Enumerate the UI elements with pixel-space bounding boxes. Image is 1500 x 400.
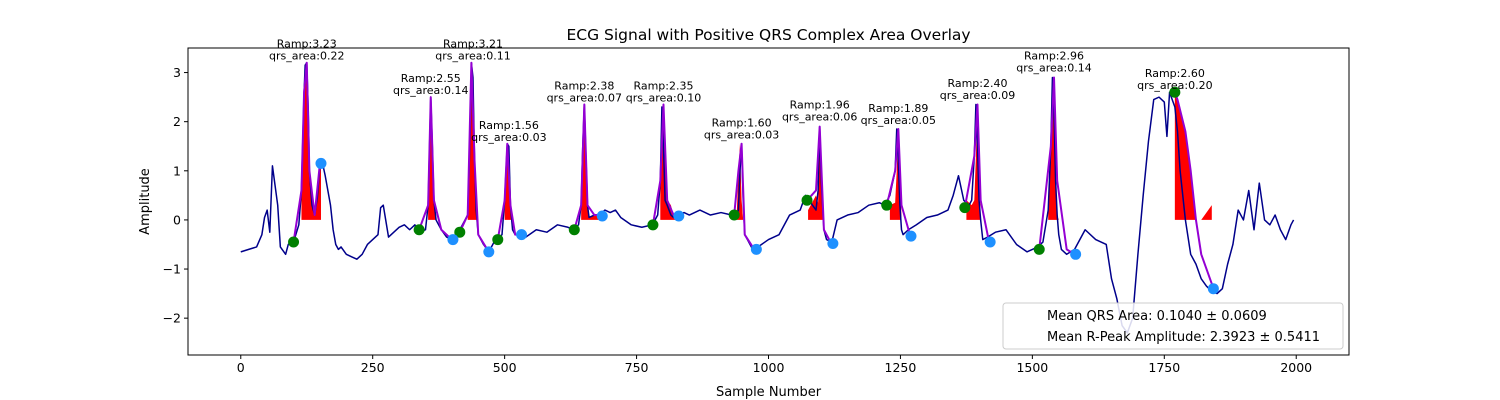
x-axis-title: Sample Number [716,385,822,400]
annotation-qrs-area-10: qrs_area:0.09 [940,89,1015,102]
x-tick-label-0: 0 [237,360,245,375]
x-tick-label-250: 250 [361,360,385,375]
q-point-8 [801,194,813,206]
annotation-ramp-12: Ramp:2.60 [1145,67,1205,80]
annotation-ramp-1: Ramp:3.23 [277,38,337,51]
q-point-9 [881,199,893,211]
annotation-qrs-area-5: qrs_area:0.07 [547,91,622,104]
s-point-5 [596,210,608,222]
ecg-signal-line [240,61,1295,334]
q-point-11 [1033,243,1045,255]
s-point-11 [1070,248,1082,260]
qrs-segment-10 [963,103,991,243]
legend: Mean QRS Area: 0.1040 ± 0.0609 Mean R-Pe… [1002,302,1344,350]
q-point-7 [728,209,740,221]
annotation-qrs-area-6: qrs_area:0.10 [626,91,701,104]
qrs-area-fill-5 [581,104,600,220]
chart-title: ECG Signal with Positive QRS Complex Are… [566,26,970,44]
y-tick-label-3: 1 [173,163,181,178]
qrs-segment-3 [458,61,490,253]
y-tick-label-1: −1 [163,262,181,277]
annotation-qrs-area-11: qrs_area:0.14 [1016,62,1091,75]
q-point-6 [647,219,659,231]
s-point-1 [315,157,327,169]
q-point-10 [959,202,971,214]
s-point-9 [905,230,917,242]
legend-box [1002,302,1344,350]
s-point-12 [1207,283,1219,295]
s-point-6 [673,210,685,222]
y-axis-title: Amplitude [138,168,153,235]
qrs-segment-9 [885,128,911,235]
s-point-4 [516,229,528,241]
annotation-qrs-area-7: qrs_area:0.03 [704,128,779,141]
y-tick-label-2: 0 [173,212,181,227]
annotation-qrs-area-8: qrs_area:0.06 [782,111,857,124]
annotation-ramp-6: Ramp:2.35 [633,79,693,92]
qrs-segment-1 [292,61,321,243]
q-point-4 [492,234,504,246]
qrs-area-fill-1 [301,62,321,220]
x-tick-label-750: 750 [625,360,649,375]
x-tick-label-2000: 2000 [1280,360,1312,375]
q-point-2 [413,224,425,236]
annotation-ramp-11: Ramp:2.96 [1024,50,1084,63]
legend-entry-mean-qrs-area: Mean QRS Area: 0.1040 ± 0.0609 [1047,309,1267,324]
annotation-ramp-2: Ramp:2.55 [401,72,461,85]
q-point-1 [288,236,300,248]
q-point-12 [1169,86,1181,98]
annotation-qrs-area-1: qrs_area:0.22 [269,50,344,63]
annotation-ramp-4: Ramp:1.56 [479,119,539,132]
qrs-area-fill-13 [1201,205,1212,220]
x-tick-label-1250: 1250 [885,360,917,375]
peak-annotations: Ramp:3.23qrs_area:0.22Ramp:2.55qrs_area:… [269,38,1213,144]
y-tick-label-5: 3 [173,65,181,80]
annotation-ramp-8: Ramp:1.96 [790,99,850,112]
annotation-qrs-area-2: qrs_area:0.14 [393,84,468,97]
annotation-ramp-3: Ramp:3.21 [443,38,503,51]
s-point-2 [447,234,459,246]
x-tick-label-500: 500 [493,360,517,375]
qrs-segment-2 [418,96,453,241]
annotation-ramp-10: Ramp:2.40 [947,77,1007,90]
annotation-ramp-9: Ramp:1.89 [868,102,928,115]
plot-area [240,61,1295,334]
y-tick-label-0: −2 [163,311,181,326]
x-tick-label-1500: 1500 [1016,360,1048,375]
x-tick-label-1000: 1000 [753,360,785,375]
annotation-qrs-area-12: qrs_area:0.20 [1137,79,1212,92]
qrs-segment-5 [573,103,600,231]
qrs-area-fill-11 [1048,77,1059,220]
s-point-8 [827,237,839,249]
s-point-7 [750,243,762,255]
annotation-ramp-7: Ramp:1.60 [712,116,772,129]
x-tick-label-1750: 1750 [1148,360,1180,375]
q-point-5 [568,224,580,236]
q-point-3 [454,226,466,238]
s-point-3 [483,246,495,258]
y-tick-label-4: 2 [173,114,181,129]
annotation-qrs-area-3: qrs_area:0.11 [435,50,510,63]
annotation-ramp-5: Ramp:2.38 [554,79,614,92]
y-axis-ticks: −2 −1 0 1 2 3 [163,65,188,326]
s-point-10 [984,236,996,248]
annotation-qrs-area-9: qrs_area:0.05 [861,114,936,127]
qrs-area-fill-12 [1174,92,1196,220]
x-axis-ticks: 0 250 500 750 1000 1250 1500 1750 2000 [237,355,1312,375]
qrs-segment-8 [806,125,833,245]
qrs-segment-11 [1038,76,1076,256]
qrs-segment-12 [1173,91,1216,290]
legend-entry-mean-r-peak-amplitude: Mean R-Peak Amplitude: 2.3923 ± 0.5411 [1047,330,1320,345]
annotation-qrs-area-4: qrs_area:0.03 [471,131,546,144]
